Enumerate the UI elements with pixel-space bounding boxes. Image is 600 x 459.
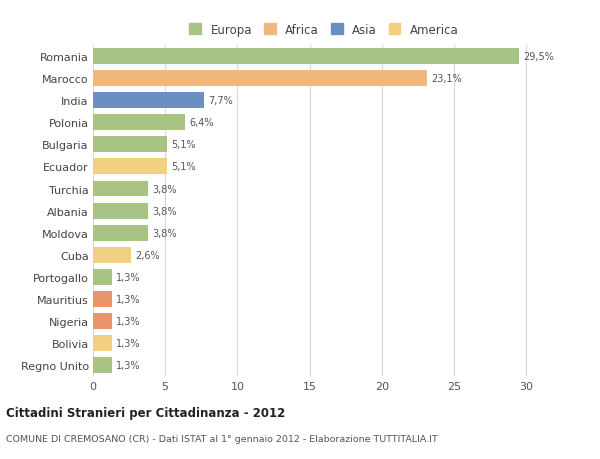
Text: 7,7%: 7,7% bbox=[209, 96, 233, 106]
Text: 1,3%: 1,3% bbox=[116, 294, 140, 304]
Text: 1,3%: 1,3% bbox=[116, 272, 140, 282]
Text: 3,8%: 3,8% bbox=[152, 206, 176, 216]
Text: 3,8%: 3,8% bbox=[152, 228, 176, 238]
Bar bbox=[93, 336, 112, 351]
Text: 5,1%: 5,1% bbox=[171, 140, 196, 150]
Legend: Europa, Africa, Asia, America: Europa, Africa, Asia, America bbox=[190, 24, 458, 37]
Bar bbox=[93, 71, 427, 87]
Bar bbox=[93, 115, 185, 131]
Bar bbox=[93, 49, 519, 65]
Text: 1,3%: 1,3% bbox=[116, 360, 140, 370]
Text: 1,3%: 1,3% bbox=[116, 316, 140, 326]
Text: 23,1%: 23,1% bbox=[431, 74, 461, 84]
Text: 5,1%: 5,1% bbox=[171, 162, 196, 172]
Text: Cittadini Stranieri per Cittadinanza - 2012: Cittadini Stranieri per Cittadinanza - 2… bbox=[6, 406, 285, 419]
Bar bbox=[93, 203, 148, 219]
Bar bbox=[93, 247, 131, 263]
Bar bbox=[93, 313, 112, 329]
Text: 29,5%: 29,5% bbox=[523, 52, 554, 62]
Bar bbox=[93, 159, 167, 175]
Bar bbox=[93, 291, 112, 307]
Text: 6,4%: 6,4% bbox=[190, 118, 214, 128]
Bar bbox=[93, 181, 148, 197]
Text: 1,3%: 1,3% bbox=[116, 338, 140, 348]
Bar bbox=[93, 225, 148, 241]
Bar bbox=[93, 93, 204, 109]
Text: COMUNE DI CREMOSANO (CR) - Dati ISTAT al 1° gennaio 2012 - Elaborazione TUTTITAL: COMUNE DI CREMOSANO (CR) - Dati ISTAT al… bbox=[6, 434, 438, 443]
Bar bbox=[93, 137, 167, 153]
Bar bbox=[93, 269, 112, 285]
Text: 2,6%: 2,6% bbox=[135, 250, 160, 260]
Text: 3,8%: 3,8% bbox=[152, 184, 176, 194]
Bar bbox=[93, 358, 112, 373]
